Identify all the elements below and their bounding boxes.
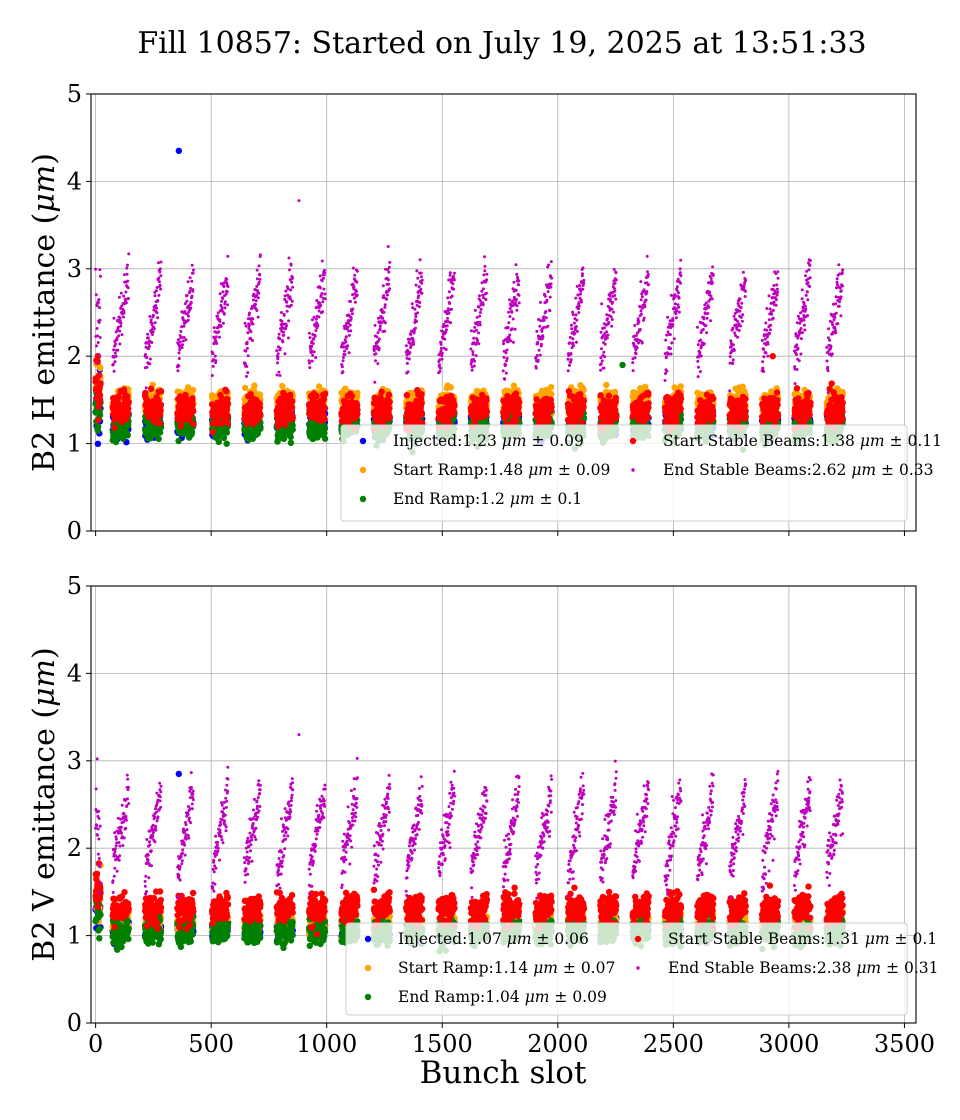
- data-point: [280, 435, 288, 443]
- data-point: [289, 426, 296, 433]
- data-point: [111, 424, 118, 431]
- data-point: [279, 382, 286, 390]
- outlier-point: [619, 361, 626, 369]
- data-point: [95, 372, 103, 379]
- data-point: [447, 384, 454, 391]
- data-point: [321, 425, 329, 432]
- data-point: [95, 423, 102, 430]
- data-point: [321, 435, 329, 442]
- data-point: [354, 389, 361, 396]
- data-point: [215, 438, 222, 445]
- data-point: [189, 386, 197, 394]
- data-point: [95, 416, 102, 424]
- outlier-point: [175, 147, 183, 155]
- data-point: [287, 433, 294, 441]
- data-point: [96, 391, 104, 399]
- data-point: [175, 437, 182, 445]
- data-point: [257, 425, 264, 432]
- data-point: [547, 384, 555, 391]
- data-point: [241, 384, 249, 392]
- data-point: [94, 440, 102, 447]
- data-point: [220, 434, 228, 442]
- data-point: [155, 435, 162, 443]
- data-point: [223, 440, 230, 447]
- data-point: [223, 429, 231, 436]
- figure-title: Fill 10857: Started on July 19, 2025 at …: [137, 26, 866, 61]
- data-point: [188, 429, 196, 436]
- data-point: [548, 390, 555, 398]
- data-point: [124, 432, 131, 439]
- data-point: [677, 383, 684, 390]
- data-point: [251, 382, 258, 389]
- data-point: [97, 365, 104, 372]
- data-point: [97, 380, 104, 387]
- data-point: [287, 439, 295, 446]
- data-point: [603, 381, 610, 389]
